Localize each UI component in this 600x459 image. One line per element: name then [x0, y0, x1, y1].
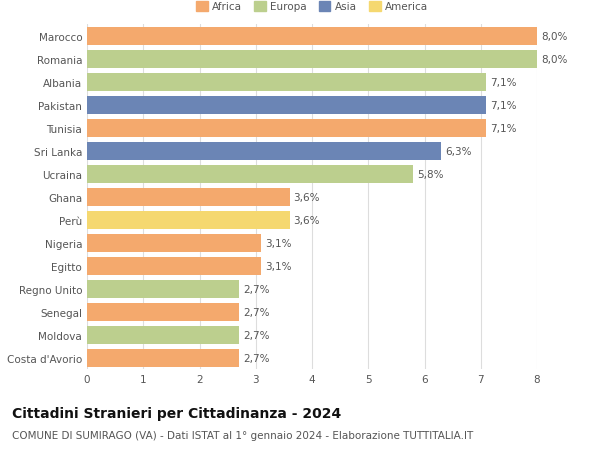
Text: 2,7%: 2,7%	[243, 307, 269, 317]
Text: 3,1%: 3,1%	[265, 261, 292, 271]
Bar	[87, 96, 487, 114]
Bar	[87, 73, 487, 91]
Text: 5,8%: 5,8%	[417, 169, 443, 179]
Bar	[87, 257, 262, 275]
Bar	[87, 303, 239, 321]
Bar	[87, 188, 290, 206]
Text: Cittadini Stranieri per Cittadinanza - 2024: Cittadini Stranieri per Cittadinanza - 2…	[12, 406, 341, 420]
Bar	[87, 119, 487, 138]
Legend: Africa, Europa, Asia, America: Africa, Europa, Asia, America	[192, 0, 432, 17]
Text: 6,3%: 6,3%	[445, 146, 472, 157]
Bar	[87, 211, 290, 229]
Text: 2,7%: 2,7%	[243, 353, 269, 363]
Text: 7,1%: 7,1%	[490, 101, 517, 111]
Text: 8,0%: 8,0%	[541, 32, 568, 42]
Bar	[87, 349, 239, 367]
Bar	[87, 280, 239, 298]
Text: 3,6%: 3,6%	[293, 192, 320, 202]
Bar	[87, 234, 262, 252]
Bar	[87, 28, 537, 45]
Text: 2,7%: 2,7%	[243, 330, 269, 340]
Text: 7,1%: 7,1%	[490, 78, 517, 88]
Bar	[87, 50, 537, 68]
Bar	[87, 326, 239, 344]
Text: 7,1%: 7,1%	[490, 123, 517, 134]
Text: COMUNE DI SUMIRAGO (VA) - Dati ISTAT al 1° gennaio 2024 - Elaborazione TUTTITALI: COMUNE DI SUMIRAGO (VA) - Dati ISTAT al …	[12, 431, 473, 441]
Bar	[87, 142, 442, 160]
Text: 8,0%: 8,0%	[541, 55, 568, 65]
Text: 3,1%: 3,1%	[265, 238, 292, 248]
Text: 3,6%: 3,6%	[293, 215, 320, 225]
Bar	[87, 165, 413, 183]
Text: 2,7%: 2,7%	[243, 284, 269, 294]
